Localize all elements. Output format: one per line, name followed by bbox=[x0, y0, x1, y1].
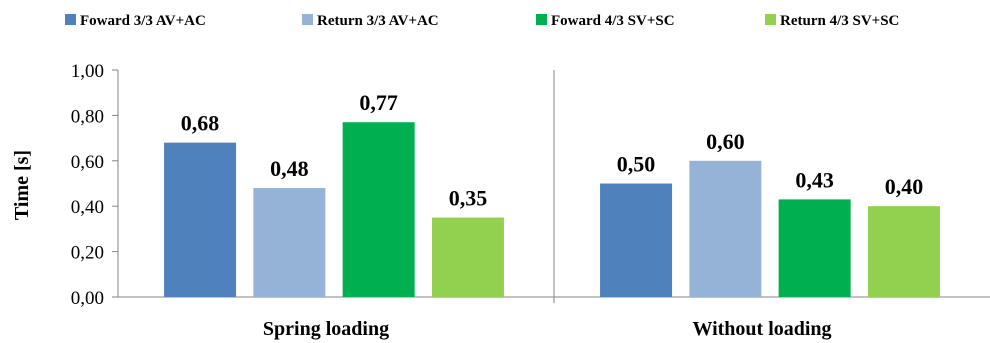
legend-swatch bbox=[302, 14, 313, 25]
chart-legend: Foward 3/3 AV+AC Return 3/3 AV+AC Foward 4… bbox=[65, 13, 899, 29]
x-category-label: Without loading bbox=[692, 318, 831, 340]
chart-bars bbox=[164, 122, 940, 298]
y-axis-label: Time [s] bbox=[11, 150, 33, 220]
y-tick-label: 1,00 bbox=[71, 61, 104, 82]
bar-data-label: 0,60 bbox=[706, 129, 745, 154]
bar bbox=[342, 122, 415, 298]
bar bbox=[778, 199, 851, 297]
legend-swatch bbox=[536, 14, 547, 25]
y-tick-label: 0,00 bbox=[71, 288, 104, 309]
bar bbox=[600, 183, 673, 297]
y-tick-label: 0,60 bbox=[71, 152, 104, 173]
bar bbox=[431, 217, 504, 297]
bar-data-label: 0,35 bbox=[449, 186, 488, 211]
bar-data-label: 0,43 bbox=[795, 167, 834, 192]
y-tick-label: 0,80 bbox=[71, 106, 104, 127]
legend-swatch bbox=[65, 14, 76, 25]
bar-data-label: 0,77 bbox=[359, 90, 398, 115]
bar-data-label: 0,48 bbox=[270, 156, 309, 181]
bar-data-label: 0,68 bbox=[181, 111, 220, 136]
x-category-label: Spring loading bbox=[263, 318, 389, 340]
legend-label: Return 3/3 AV+AC bbox=[317, 13, 439, 29]
y-tick-label: 0,40 bbox=[71, 197, 104, 218]
legend-label: Foward 4/3 SV+SC bbox=[551, 13, 675, 29]
legend-swatch bbox=[765, 14, 776, 25]
bar-data-label: 0,40 bbox=[885, 174, 924, 199]
legend-label: Foward 3/3 AV+AC bbox=[80, 13, 206, 29]
bar bbox=[867, 206, 940, 297]
legend-label: Return 4/3 SV+SC bbox=[780, 13, 899, 29]
chart-axes: 0,00 0,20 0,40 0,60 0,80 1,00 Spring loading Wi… bbox=[71, 61, 990, 340]
bar-data-label: 0,50 bbox=[617, 152, 656, 177]
chart-data-labels: 0,68 0,48 0,77 0,35 0,50 0,60 0,43 0,40 bbox=[181, 90, 923, 210]
bar bbox=[164, 142, 237, 297]
y-tick-label: 0,20 bbox=[71, 243, 104, 264]
bar bbox=[689, 160, 762, 297]
bar bbox=[253, 188, 326, 297]
